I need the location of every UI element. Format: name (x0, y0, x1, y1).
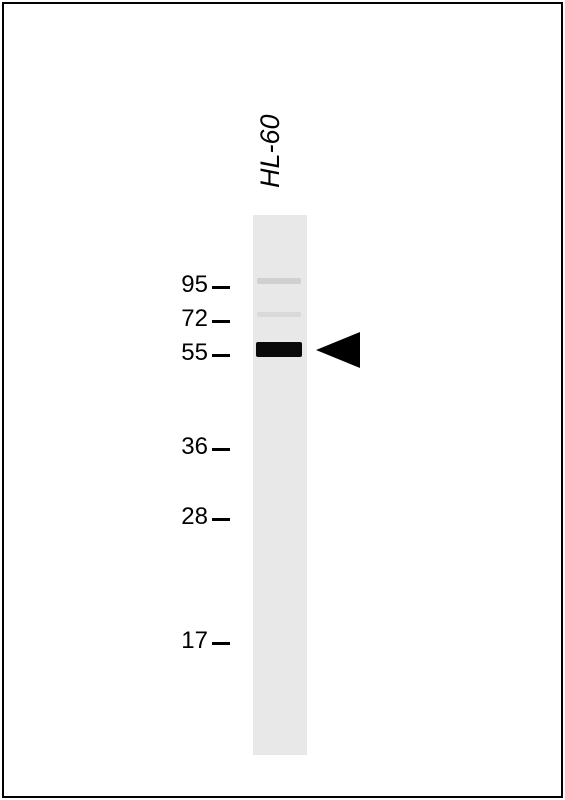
band (257, 278, 301, 284)
lane-strip (253, 215, 307, 755)
target-band-arrow (316, 332, 360, 368)
mw-tick (212, 354, 230, 357)
mw-tick (212, 286, 230, 289)
mw-label: 17 (148, 627, 208, 655)
mw-tick (212, 448, 230, 451)
mw-tick (212, 320, 230, 323)
mw-label: 95 (148, 271, 208, 299)
mw-tick (212, 642, 230, 645)
mw-label: 55 (148, 339, 208, 367)
band (257, 312, 301, 317)
mw-label: 36 (148, 433, 208, 461)
mw-tick (212, 518, 230, 521)
mw-label: 72 (148, 305, 208, 333)
mw-label: 28 (148, 503, 208, 531)
lane-label: HL-60 (255, 114, 286, 188)
arrow-polygon (316, 332, 360, 368)
band (256, 342, 302, 357)
